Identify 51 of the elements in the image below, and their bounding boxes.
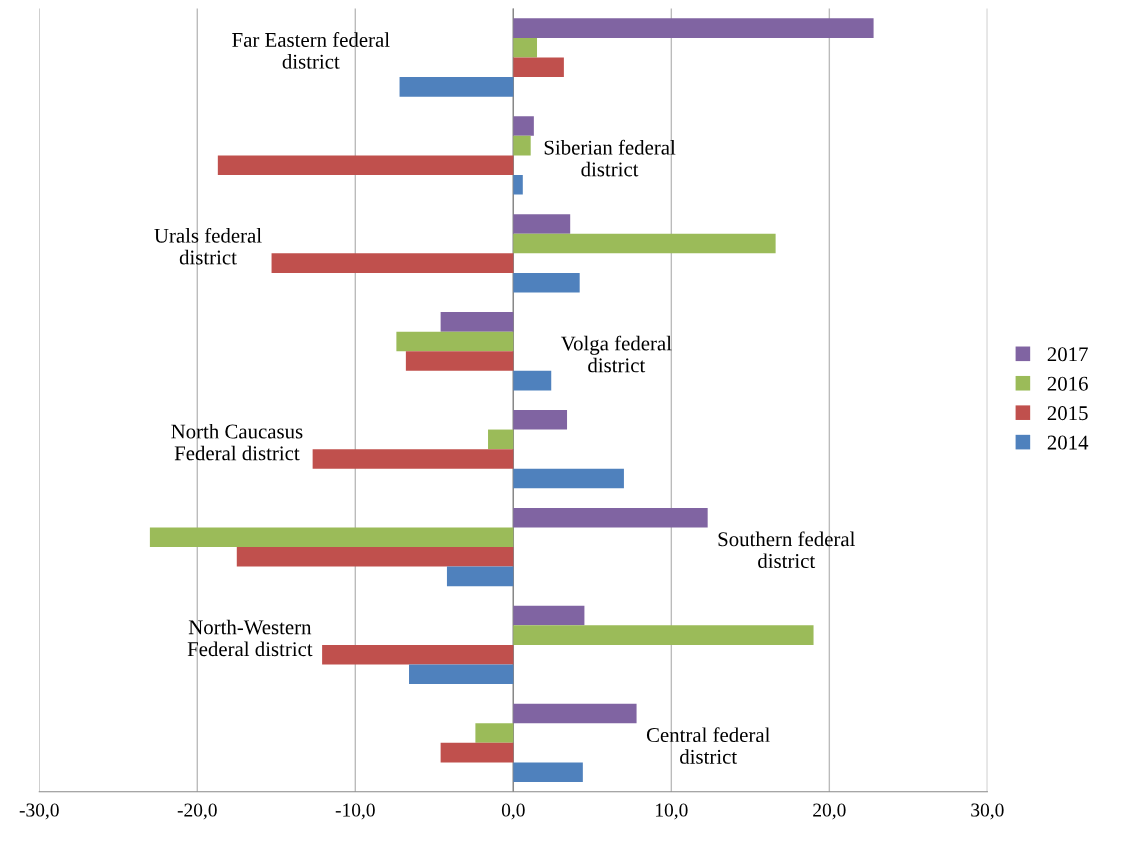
bar (149, 527, 514, 548)
bar (322, 644, 514, 665)
y-tick-label: Southern federal district (718, 531, 855, 569)
bar (513, 272, 580, 293)
bar (312, 449, 514, 469)
bar (513, 57, 564, 78)
legend-label: 2017 (1047, 347, 1088, 362)
bar (513, 507, 708, 528)
bar (513, 468, 624, 489)
y-tick-label: Volga federal district (560, 335, 672, 373)
bar (440, 742, 514, 763)
legend-label: 2014 (1047, 435, 1089, 450)
bar (513, 175, 523, 195)
x-tick-label: -20,0 (177, 803, 217, 820)
bar (513, 370, 552, 391)
x-tick-label: 10,0 (656, 803, 688, 820)
bar (513, 18, 874, 38)
legend-label: 2016 (1047, 376, 1088, 391)
bar (405, 351, 514, 371)
x-tick-label: -10,0 (335, 803, 375, 820)
bar (513, 605, 585, 626)
bar (513, 214, 571, 234)
bar (513, 703, 637, 724)
y-tick-label: Central federal district (646, 727, 770, 764)
bar (513, 233, 776, 254)
bar (513, 762, 583, 783)
bar (513, 409, 568, 430)
y-tick-label: Siberian federal district (544, 139, 676, 177)
x-tick-label: 30,0 (971, 803, 1004, 820)
bar (513, 37, 538, 58)
x-tick-label: -30,0 (19, 803, 59, 820)
y-tick-label: Far Eastern federal district (232, 32, 390, 69)
bar (513, 625, 814, 645)
bar (399, 77, 514, 97)
x-tick-label: 20,0 (813, 803, 846, 820)
y-tick-label: North Caucasus Federal district (171, 423, 303, 461)
legend-label: 2015 (1047, 406, 1088, 421)
bar (409, 664, 514, 685)
bar (446, 566, 514, 587)
bar (475, 723, 514, 743)
bar (488, 429, 514, 450)
bar (513, 116, 534, 136)
bar (396, 331, 514, 352)
bar (217, 155, 514, 175)
bar (513, 135, 531, 156)
x-tick-label: 0,0 (501, 803, 525, 820)
y-tick-label: Urals federal district (154, 227, 262, 265)
bar (440, 312, 514, 332)
bar (271, 253, 514, 273)
bar (236, 547, 514, 567)
y-tick-label: North-Western Federal district (187, 619, 313, 657)
